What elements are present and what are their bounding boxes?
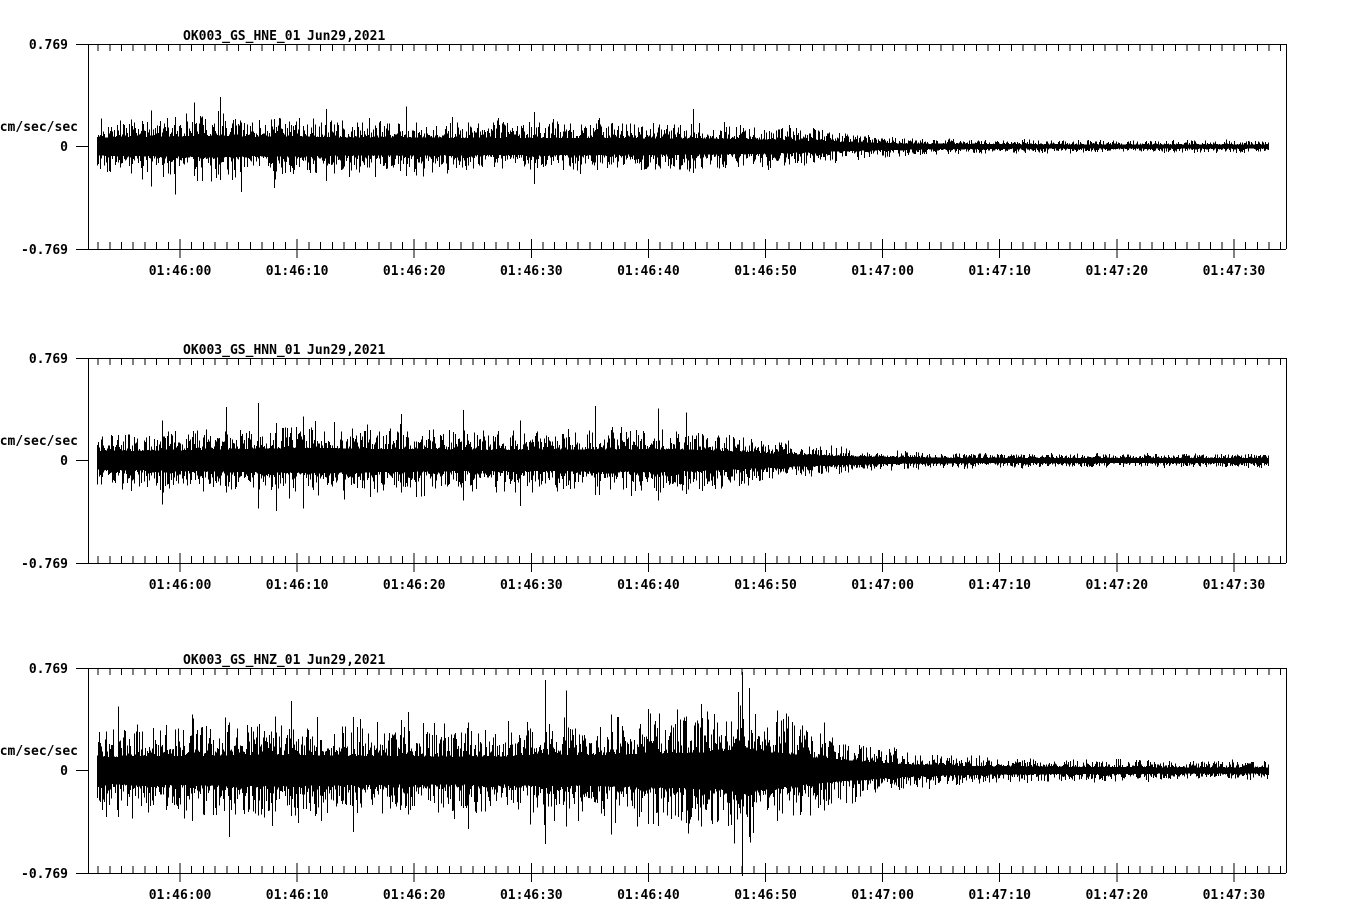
waveform-trace bbox=[97, 403, 1269, 512]
x-tick-label: 01:47:30 bbox=[1203, 264, 1266, 279]
trace-title-date: Jun29,2021 bbox=[307, 29, 385, 44]
seismogram-panel-hne: OK003_GS_HNE_01 Jun29,2021 0.769 cm/sec/… bbox=[0, 0, 1358, 310]
x-tick-label: 01:46:30 bbox=[500, 578, 563, 593]
trace-path bbox=[97, 692, 1269, 844]
trace-title-station: OK003_GS_HNE_01 bbox=[183, 29, 301, 44]
x-tick-label: 01:46:20 bbox=[383, 264, 446, 279]
trace-title-station: OK003_GS_HNZ_01 bbox=[183, 653, 301, 668]
trace-title-date: Jun29,2021 bbox=[307, 653, 385, 668]
trace-title-date: Jun29,2021 bbox=[307, 343, 385, 358]
x-tick-label: 01:47:30 bbox=[1203, 888, 1266, 903]
x-tick-label: 01:46:50 bbox=[734, 264, 797, 279]
y-max-label: 0.769 bbox=[29, 352, 68, 367]
x-tick-label: 01:46:40 bbox=[617, 264, 680, 279]
x-tick-labels: 01:46:00 01:46:10 01:46:20 01:46:30 01:46:40… bbox=[149, 888, 1266, 903]
minor-ticks bbox=[97, 44, 1282, 249]
x-tick-label: 01:46:00 bbox=[149, 888, 212, 903]
plot-frame bbox=[76, 668, 1287, 874]
trace-spikes bbox=[150, 97, 695, 195]
x-tick-label: 01:47:30 bbox=[1203, 578, 1266, 593]
x-tick-label: 01:46:20 bbox=[383, 578, 446, 593]
minor-ticks bbox=[97, 668, 1282, 873]
x-tick-label: 01:47:10 bbox=[968, 578, 1031, 593]
y-zero-label: 0 bbox=[60, 140, 68, 155]
y-zero-label: 0 bbox=[60, 764, 68, 779]
major-ticks bbox=[179, 863, 1235, 882]
y-axis-unit-label: cm/sec/sec bbox=[0, 744, 78, 759]
waveform-trace bbox=[97, 671, 1269, 876]
x-tick-labels: 01:46:00 01:46:10 01:46:20 01:46:30 01:46:40… bbox=[149, 578, 1266, 593]
y-min-label: -0.769 bbox=[21, 243, 68, 258]
plot-frame bbox=[76, 44, 1287, 250]
minor-ticks bbox=[97, 358, 1282, 563]
major-ticks bbox=[179, 239, 1235, 258]
axis-frame bbox=[76, 668, 1287, 882]
x-tick-label: 01:47:00 bbox=[851, 888, 914, 903]
trace-path bbox=[97, 421, 1269, 500]
y-max-label: 0.769 bbox=[29, 38, 68, 53]
x-tick-label: 01:47:10 bbox=[968, 888, 1031, 903]
x-tick-label: 01:46:00 bbox=[149, 578, 212, 593]
x-tick-label: 01:47:00 bbox=[851, 578, 914, 593]
axis-frame bbox=[76, 358, 1287, 572]
y-max-label: 0.769 bbox=[29, 662, 68, 677]
x-tick-label: 01:46:30 bbox=[500, 888, 563, 903]
seismogram-panel-hnn: OK003_GS_HNN_01 Jun29,2021 0.769 cm/sec/… bbox=[0, 314, 1358, 624]
x-tick-label: 01:46:30 bbox=[500, 264, 563, 279]
axis-frame bbox=[76, 44, 1287, 258]
y-axis-unit-label: cm/sec/sec bbox=[0, 120, 78, 135]
waveform-trace bbox=[97, 97, 1269, 195]
trace-spikes bbox=[161, 403, 688, 512]
x-tick-label: 01:46:20 bbox=[383, 888, 446, 903]
x-tick-label: 01:46:10 bbox=[266, 888, 329, 903]
trace-spikes bbox=[117, 671, 826, 876]
y-min-label: -0.769 bbox=[21, 867, 68, 882]
x-tick-label: 01:47:20 bbox=[1085, 578, 1148, 593]
plot-frame bbox=[76, 358, 1287, 564]
x-tick-labels: 01:46:00 01:46:10 01:46:20 01:46:30 01:46:40… bbox=[149, 264, 1266, 279]
x-tick-label: 01:46:40 bbox=[617, 578, 680, 593]
y-axis-unit-label: cm/sec/sec bbox=[0, 434, 78, 449]
x-tick-label: 01:46:00 bbox=[149, 264, 212, 279]
trace-path bbox=[97, 111, 1269, 182]
y-zero-label: 0 bbox=[60, 454, 68, 469]
seismogram-panel-hnz: OK003_GS_HNZ_01 Jun29,2021 0.769 cm/sec/… bbox=[0, 624, 1358, 924]
trace-title-station: OK003_GS_HNN_01 bbox=[183, 343, 301, 358]
seismogram-plot-hnn: OK003_GS_HNN_01 Jun29,2021 0.769 cm/sec/… bbox=[0, 343, 1287, 593]
x-tick-label: 01:47:20 bbox=[1085, 888, 1148, 903]
x-tick-label: 01:47:10 bbox=[968, 264, 1031, 279]
x-tick-label: 01:47:20 bbox=[1085, 264, 1148, 279]
x-tick-label: 01:47:00 bbox=[851, 264, 914, 279]
x-tick-label: 01:46:10 bbox=[266, 578, 329, 593]
seismogram-plot-hne: OK003_GS_HNE_01 Jun29,2021 0.769 cm/sec/… bbox=[0, 29, 1287, 279]
x-tick-label: 01:46:10 bbox=[266, 264, 329, 279]
seismogram-plot-hnz: OK003_GS_HNZ_01 Jun29,2021 0.769 cm/sec/… bbox=[0, 653, 1287, 903]
y-min-label: -0.769 bbox=[21, 557, 68, 572]
major-ticks bbox=[179, 553, 1235, 572]
x-tick-label: 01:46:50 bbox=[734, 578, 797, 593]
x-tick-label: 01:46:40 bbox=[617, 888, 680, 903]
x-tick-label: 01:46:50 bbox=[734, 888, 797, 903]
